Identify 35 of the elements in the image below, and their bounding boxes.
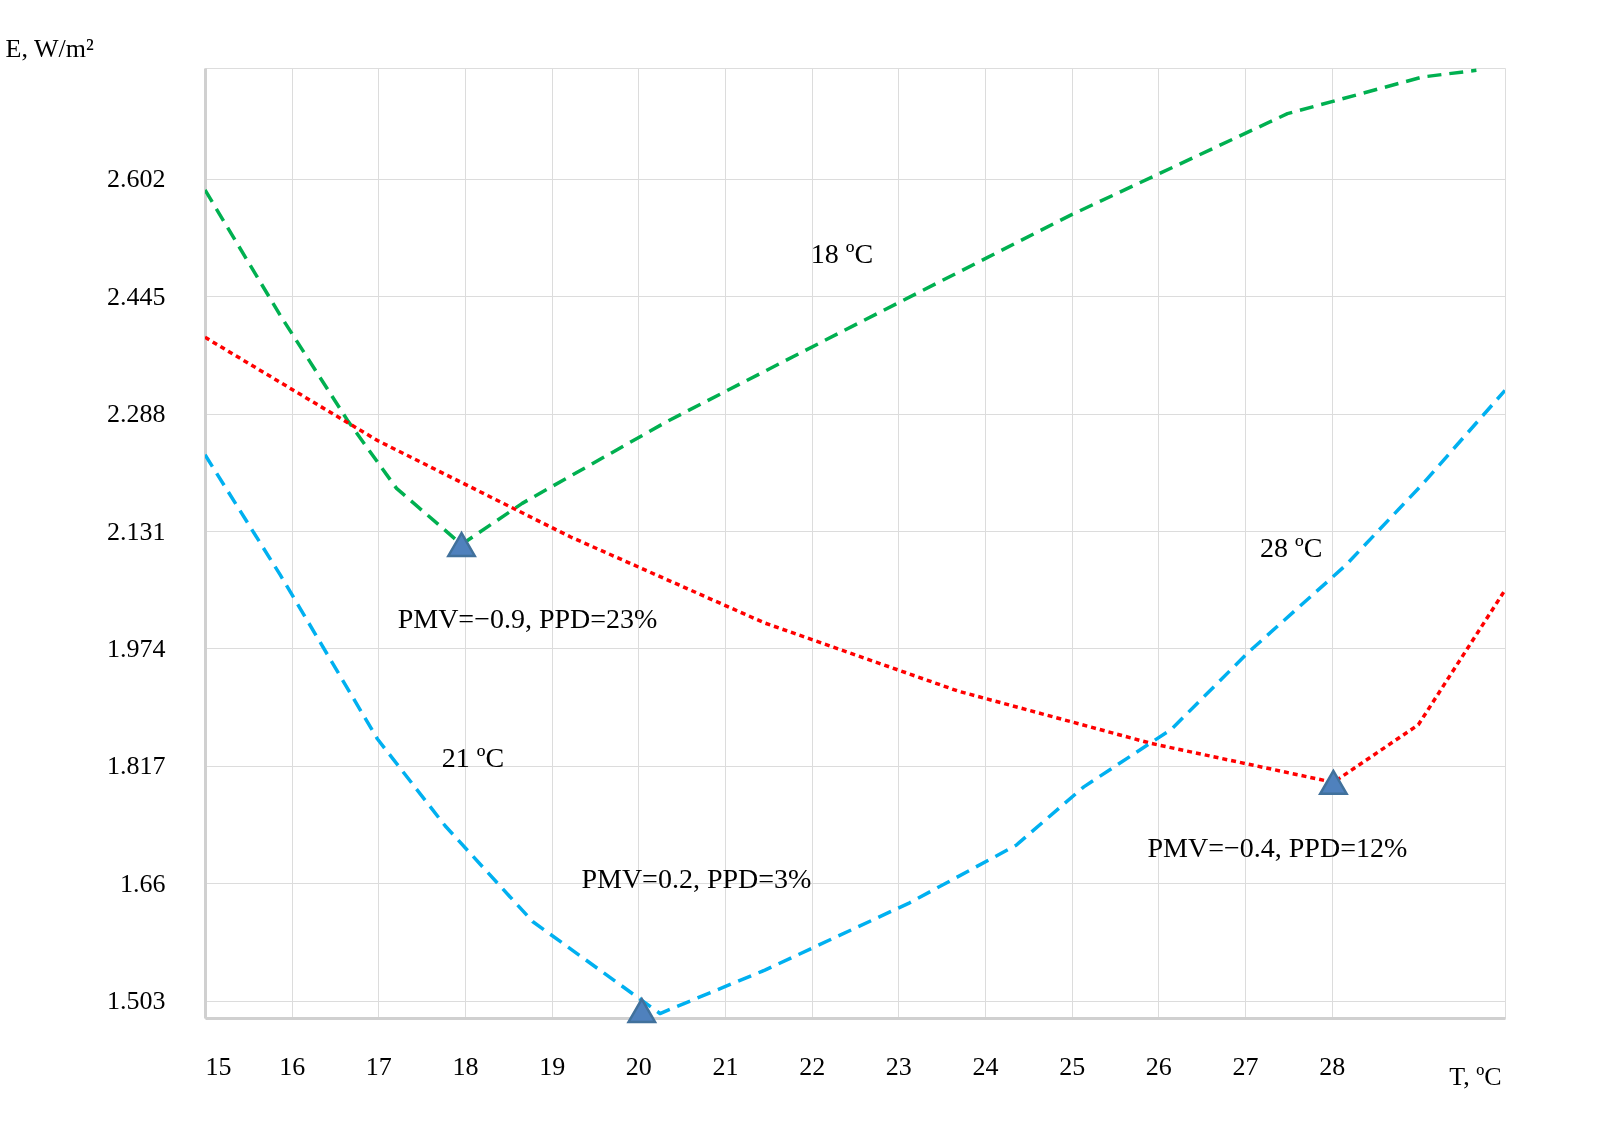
y-tick-label: 1.66 [120, 868, 166, 898]
point [627, 997, 657, 1024]
y-tick-label: 2.445 [107, 281, 166, 311]
y-tick-label: 1.817 [107, 751, 166, 781]
annotation: PMV=−0.4, PPD=12% [1147, 832, 1408, 864]
x-tick-label: 25 [1059, 1051, 1086, 1081]
annotation: 18 ºC [810, 238, 874, 270]
point [447, 531, 477, 558]
x-tick-label: 26 [1145, 1051, 1172, 1081]
annotation: PMV=0.2, PPD=3% [581, 863, 812, 895]
y-tick-label: 2.288 [107, 399, 166, 429]
x-tick-label: 15 [205, 1051, 232, 1081]
x-tick-label: 24 [972, 1051, 999, 1081]
y-tick-label: 2.131 [107, 516, 166, 546]
x-tick-label: 16 [279, 1051, 306, 1081]
point [1318, 769, 1348, 796]
x-axis-title: T, ºC [1449, 1061, 1502, 1091]
x-tick-label: 19 [539, 1051, 566, 1081]
x-tick-label: 20 [625, 1051, 652, 1081]
y-tick-label: 1.974 [107, 633, 166, 663]
x-tick-label: 17 [365, 1051, 392, 1081]
annotation: 28 ºC [1259, 531, 1323, 563]
annotation: 21 ºC [441, 741, 505, 773]
x-tick-label: 27 [1232, 1051, 1259, 1081]
y-axis-title: E, W/m² [5, 33, 94, 63]
x-tick-label: 18 [452, 1051, 479, 1081]
x-tick-label: 21 [712, 1051, 739, 1081]
y-tick-label: 1.503 [107, 986, 166, 1016]
x-tick-label: 23 [885, 1051, 912, 1081]
line-series [205, 388, 1505, 1016]
x-tick-label: 22 [799, 1051, 826, 1081]
annotation: PMV=−0.9, PPD=23% [397, 603, 658, 635]
x-tick-label: 28 [1319, 1051, 1346, 1081]
y-tick-label: 2.602 [107, 164, 166, 194]
line-series [205, 335, 1505, 785]
